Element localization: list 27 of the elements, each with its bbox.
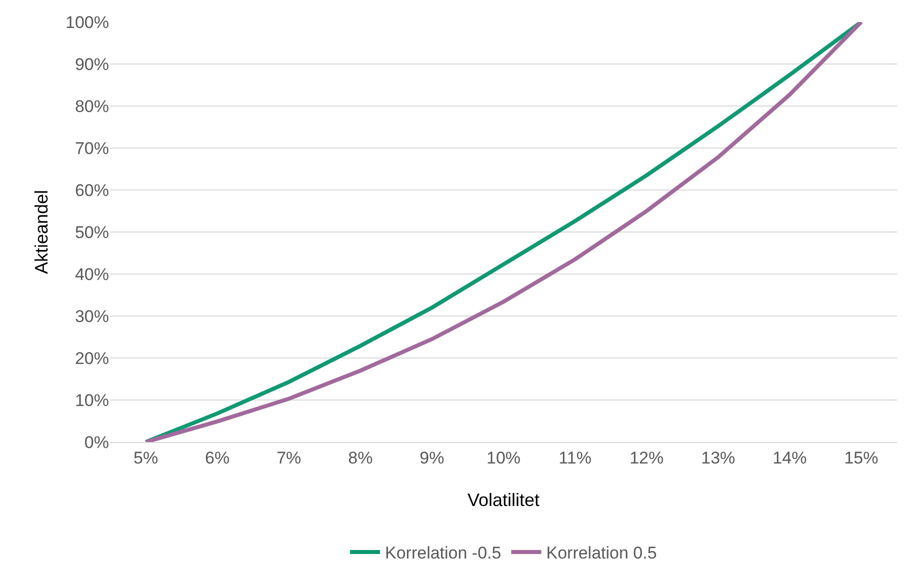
y-tick-label: 0% xyxy=(84,432,109,452)
y-tick-label: 70% xyxy=(74,138,109,158)
y-tick-label: 20% xyxy=(74,348,109,368)
x-tick-label: 13% xyxy=(701,448,736,468)
y-tick-label: 60% xyxy=(74,180,109,200)
x-tick-label: 7% xyxy=(276,448,302,468)
x-tick-label: 9% xyxy=(420,448,444,468)
y-tick-label: 10% xyxy=(74,390,109,410)
y-tick-label: 90% xyxy=(74,54,109,74)
legend-label: Korrelation -0.5 xyxy=(385,544,502,563)
y-axis-title: Aktieandel xyxy=(32,190,52,274)
x-tick-label: 14% xyxy=(772,448,807,468)
y-tick-label: 50% xyxy=(74,222,109,242)
x-tick-label: 15% xyxy=(844,448,878,468)
x-tick-label: 12% xyxy=(630,448,664,468)
x-tick-label: 5% xyxy=(133,448,158,468)
x-axis-title: Volatilitet xyxy=(467,490,540,510)
y-tick-label: 100% xyxy=(66,12,109,32)
x-tick-label: 8% xyxy=(348,448,373,468)
line-series xyxy=(144,22,864,442)
x-tick-label: 10% xyxy=(486,448,521,468)
y-tick-label: 40% xyxy=(74,264,109,284)
y-tick-label: 80% xyxy=(74,96,109,116)
y-tick-label: 30% xyxy=(74,306,109,326)
x-tick-label: 11% xyxy=(558,448,592,468)
x-tick-label: 6% xyxy=(205,448,230,468)
legend-label: Korrelation 0.5 xyxy=(546,544,657,563)
